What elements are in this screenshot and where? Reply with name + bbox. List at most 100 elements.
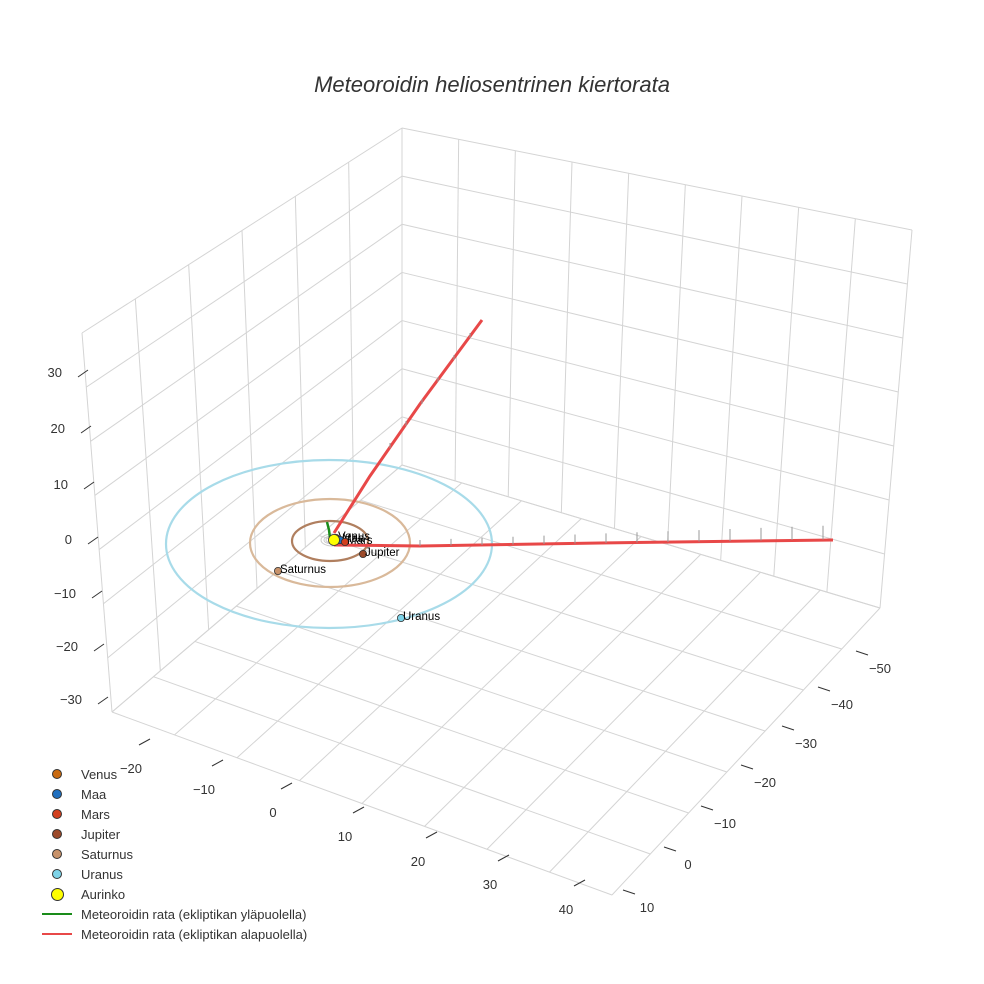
legend-item[interactable]: Aurinko [40, 884, 307, 904]
x-tick-label: −10 [193, 782, 215, 797]
x-tick-mark [497, 854, 510, 862]
legend-marker [40, 884, 74, 904]
z-tick-label: −10 [54, 586, 76, 601]
legend-item[interactable]: Maa [40, 784, 307, 804]
legend-marker [40, 844, 74, 864]
trajectory-below-ecliptic-lower [333, 538, 834, 548]
z-tick-mark [77, 369, 89, 378]
legend-swatch [42, 913, 72, 915]
gridline [549, 589, 821, 873]
gridline [94, 272, 403, 496]
gridline [401, 175, 908, 285]
x-tick-label: −20 [120, 761, 142, 776]
legend-swatch [42, 933, 72, 935]
label-uranus: Uranus [403, 611, 440, 623]
z-tick-label: 30 [48, 365, 62, 380]
z-tick-mark [87, 536, 99, 545]
gridline [90, 223, 403, 442]
legend-label: Aurinko [81, 886, 126, 902]
x-tick-label: 20 [411, 854, 425, 869]
legend-item[interactable]: Meteoroidin rata (ekliptikan yläpuolella… [40, 904, 307, 924]
box-edge [81, 332, 113, 713]
legend-item[interactable]: Jupiter [40, 824, 307, 844]
gridline [134, 298, 161, 671]
y-tick-mark [663, 846, 677, 852]
legend-label: Jupiter [81, 826, 121, 842]
gridline [401, 416, 885, 555]
box-edge [879, 229, 913, 609]
orbit-saturnus [248, 497, 412, 589]
y-tick-label: 0 [684, 857, 691, 872]
legend-line [40, 924, 74, 944]
legend-marker [40, 804, 74, 824]
z-tick-label: 10 [54, 477, 68, 492]
gridline [98, 320, 403, 550]
label-saturnus: Saturnus [280, 564, 326, 576]
x-tick-mark [425, 831, 438, 839]
legend-item[interactable]: Venus [40, 764, 307, 784]
marker-uranus [396, 614, 405, 623]
y-tick-mark [855, 650, 869, 656]
legend-label: Uranus [81, 866, 123, 882]
y-tick-label: −30 [795, 736, 817, 751]
y-tick-label: −40 [831, 697, 853, 712]
x-tick-label: 40 [559, 902, 573, 917]
x-tick-label: 0 [269, 805, 276, 820]
gridline [361, 536, 642, 804]
z-tick-label: −30 [60, 692, 82, 707]
gridline [611, 607, 881, 896]
legend-label: Maa [81, 786, 107, 802]
orbit-layer [164, 458, 494, 630]
z-tick-mark [97, 696, 109, 705]
gridline [401, 271, 899, 393]
legend-item[interactable]: Saturnus [40, 844, 307, 864]
label-mars: Mars [347, 535, 373, 547]
legend-swatch [52, 809, 62, 819]
gridline [720, 195, 743, 561]
legend[interactable]: Venus Maa Mars Jupiter Saturnus Uranus Aurinko… [40, 764, 307, 944]
legend-item[interactable]: Mars [40, 804, 307, 824]
marker-saturnus [273, 567, 282, 576]
chart-title: Meteoroidin heliosentrinen kiertorata [314, 72, 670, 97]
legend-item[interactable]: Meteoroidin rata (ekliptikan alapuolella… [40, 924, 307, 944]
z-tick-mark [80, 425, 92, 434]
orbit-jupiter [290, 519, 370, 563]
gridline [826, 218, 856, 593]
z-tick-label: 0 [65, 532, 72, 547]
grid-layer [81, 127, 913, 896]
gridline [401, 368, 890, 501]
legend-label: Saturnus [81, 846, 134, 862]
marker-mars [340, 538, 349, 547]
gridline [299, 518, 582, 781]
y-tick-mark [817, 686, 831, 692]
trajectory-below-ecliptic-upper [332, 319, 484, 534]
z-tick-mark [83, 481, 95, 490]
x-tick-mark [573, 879, 586, 887]
z-tick-label: −20 [56, 639, 78, 654]
z-tick-mark [93, 643, 105, 652]
gridline [401, 223, 903, 339]
gridline [613, 173, 630, 529]
x-tick-label: 10 [338, 829, 352, 844]
legend-item[interactable]: Uranus [40, 864, 307, 884]
y-tick-mark [622, 889, 636, 895]
gridline [86, 175, 403, 388]
gridline [103, 368, 403, 605]
legend-marker [40, 784, 74, 804]
gridline [486, 571, 761, 850]
gridline [111, 464, 403, 713]
trajectory-above-ecliptic [325, 521, 332, 539]
y-tick-mark [781, 725, 795, 731]
legend-marker [40, 764, 74, 784]
legend-line [40, 904, 74, 924]
y-tick-mark [700, 805, 714, 811]
marker-aurinko [328, 534, 340, 546]
gridline [241, 230, 258, 589]
x-tick-mark [138, 738, 151, 746]
gridline [560, 161, 573, 513]
marker-jupiter [358, 550, 367, 559]
x-tick-mark [280, 782, 293, 790]
legend-swatch [52, 829, 62, 839]
box-edge [401, 127, 913, 231]
